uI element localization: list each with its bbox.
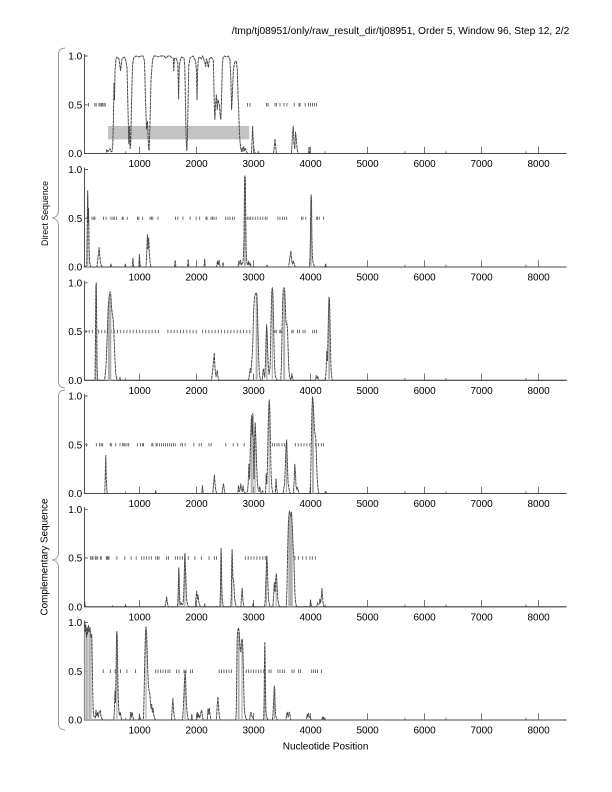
svg-text:4000: 4000 bbox=[299, 159, 322, 170]
svg-text:8000: 8000 bbox=[527, 159, 550, 170]
svg-text:5000: 5000 bbox=[356, 612, 379, 623]
svg-text:7000: 7000 bbox=[470, 612, 493, 623]
svg-text:0.0: 0.0 bbox=[68, 716, 82, 727]
svg-text:1000: 1000 bbox=[128, 726, 151, 737]
svg-text:0.5: 0.5 bbox=[68, 327, 82, 338]
svg-text:6000: 6000 bbox=[413, 499, 436, 510]
svg-text:7000: 7000 bbox=[470, 386, 493, 397]
svg-text:5000: 5000 bbox=[356, 386, 379, 397]
svg-text:6000: 6000 bbox=[413, 159, 436, 170]
svg-text:8000: 8000 bbox=[527, 726, 550, 737]
svg-text:3000: 3000 bbox=[242, 273, 265, 284]
svg-text:0.5: 0.5 bbox=[68, 100, 82, 111]
svg-text:2000: 2000 bbox=[185, 726, 208, 737]
svg-text:0.0: 0.0 bbox=[68, 376, 82, 387]
svg-text:2000: 2000 bbox=[185, 386, 208, 397]
svg-text:0.5: 0.5 bbox=[68, 214, 82, 225]
svg-text:7000: 7000 bbox=[470, 159, 493, 170]
svg-text:1.0: 1.0 bbox=[68, 52, 82, 63]
svg-text:3000: 3000 bbox=[242, 726, 265, 737]
svg-text:2000: 2000 bbox=[185, 159, 208, 170]
svg-text:5000: 5000 bbox=[356, 159, 379, 170]
svg-text:3000: 3000 bbox=[242, 159, 265, 170]
svg-text:1000: 1000 bbox=[128, 386, 151, 397]
svg-text:1.0: 1.0 bbox=[68, 618, 82, 629]
svg-text:3000: 3000 bbox=[242, 612, 265, 623]
svg-text:1000: 1000 bbox=[128, 499, 151, 510]
svg-text:8000: 8000 bbox=[527, 612, 550, 623]
svg-text:6000: 6000 bbox=[413, 726, 436, 737]
svg-text:1.0: 1.0 bbox=[68, 392, 82, 403]
svg-text:Nucleotide Position: Nucleotide Position bbox=[283, 742, 369, 753]
svg-text:6000: 6000 bbox=[413, 612, 436, 623]
svg-text:2000: 2000 bbox=[185, 273, 208, 284]
svg-text:8000: 8000 bbox=[527, 273, 550, 284]
svg-text:4000: 4000 bbox=[299, 273, 322, 284]
svg-text:6000: 6000 bbox=[413, 273, 436, 284]
svg-text:1.0: 1.0 bbox=[68, 278, 82, 289]
svg-text:7000: 7000 bbox=[470, 726, 493, 737]
svg-text:4000: 4000 bbox=[299, 726, 322, 737]
svg-text:1000: 1000 bbox=[128, 273, 151, 284]
svg-text:5000: 5000 bbox=[356, 726, 379, 737]
svg-text:2000: 2000 bbox=[185, 612, 208, 623]
svg-text:1.0: 1.0 bbox=[68, 165, 82, 176]
svg-text:5000: 5000 bbox=[356, 273, 379, 284]
svg-text:0.0: 0.0 bbox=[68, 489, 82, 500]
svg-text:3000: 3000 bbox=[242, 386, 265, 397]
svg-text:2000: 2000 bbox=[185, 499, 208, 510]
svg-text:Complementary Sequence: Complementary Sequence bbox=[40, 498, 51, 615]
svg-text:4000: 4000 bbox=[299, 386, 322, 397]
svg-text:7000: 7000 bbox=[470, 499, 493, 510]
svg-text:6000: 6000 bbox=[413, 386, 436, 397]
svg-text:0.5: 0.5 bbox=[68, 440, 82, 451]
svg-text:8000: 8000 bbox=[527, 386, 550, 397]
svg-text:1000: 1000 bbox=[128, 159, 151, 170]
svg-text:/tmp/tj08951/only/raw_result_d: /tmp/tj08951/only/raw_result_dir/tj08951… bbox=[232, 26, 570, 37]
svg-text:3000: 3000 bbox=[242, 499, 265, 510]
svg-text:0.0: 0.0 bbox=[68, 149, 82, 160]
svg-text:Direct Sequence: Direct Sequence bbox=[40, 181, 50, 246]
svg-text:0.0: 0.0 bbox=[68, 263, 82, 274]
svg-text:0.5: 0.5 bbox=[68, 554, 82, 565]
svg-text:1.0: 1.0 bbox=[68, 505, 82, 516]
svg-text:0.5: 0.5 bbox=[68, 667, 82, 678]
svg-text:1000: 1000 bbox=[128, 612, 151, 623]
svg-text:5000: 5000 bbox=[356, 499, 379, 510]
svg-text:0.0: 0.0 bbox=[68, 602, 82, 613]
svg-text:4000: 4000 bbox=[299, 612, 322, 623]
svg-text:8000: 8000 bbox=[527, 499, 550, 510]
svg-text:7000: 7000 bbox=[470, 273, 493, 284]
svg-text:4000: 4000 bbox=[299, 499, 322, 510]
